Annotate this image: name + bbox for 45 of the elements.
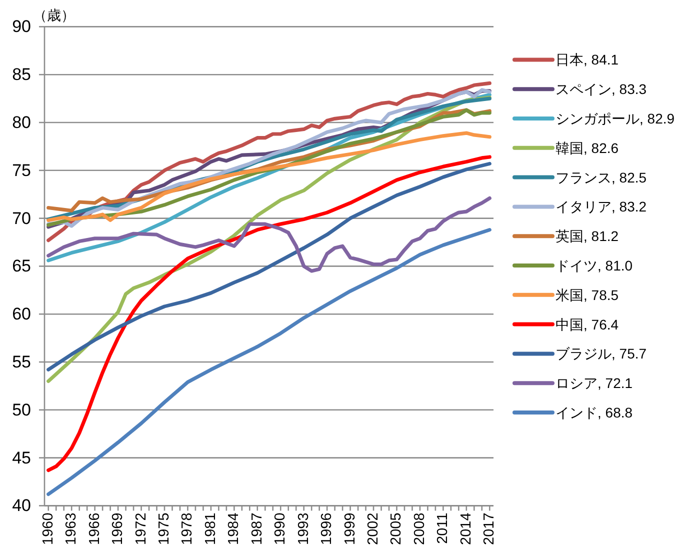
legend-label: 中国, 76.4 <box>556 316 619 332</box>
legend-label: シンガポール, 82.9 <box>556 110 675 126</box>
x-tick-label: 2017 <box>482 512 498 545</box>
legend-label: ロシア, 72.1 <box>556 375 633 392</box>
y-tick-label: 65 <box>12 256 31 276</box>
legend-label: 日本, 84.1 <box>556 52 619 68</box>
x-tick-label: 1972 <box>133 512 150 545</box>
y-axis-title: （歳） <box>33 7 75 23</box>
x-tick-label: 2008 <box>412 512 428 545</box>
legend-label: フランス, 82.5 <box>556 169 647 186</box>
y-tick-label: 40 <box>12 496 31 516</box>
x-tick-label: 1987 <box>249 512 266 545</box>
legend-label: 米国, 78.5 <box>556 286 619 303</box>
x-tick-label: 1963 <box>64 512 80 545</box>
x-tick-label: 1960 <box>40 512 56 545</box>
x-tick-label: 1984 <box>226 512 242 545</box>
y-tick-label: 85 <box>12 65 31 84</box>
x-tick-label: 1996 <box>319 512 336 545</box>
x-tick-label: 1981 <box>202 512 219 545</box>
y-tick-label: 70 <box>12 208 31 228</box>
legend-label: スペイン, 83.3 <box>556 81 647 98</box>
x-tick-label: 1999 <box>342 512 358 545</box>
x-tick-label: 1978 <box>180 512 196 545</box>
y-tick-label: 55 <box>12 352 31 372</box>
x-tick-label: 1990 <box>272 512 289 545</box>
x-tick-label: 1966 <box>86 512 103 545</box>
x-tick-label: 2014 <box>458 512 474 545</box>
legend-label: ドイツ, 81.0 <box>556 258 633 274</box>
legend-label: 英国, 81.2 <box>556 228 619 244</box>
x-tick-label: 2002 <box>366 512 382 545</box>
legend-label: インド, 68.8 <box>556 404 633 420</box>
x-tick-label: 2011 <box>435 512 452 544</box>
x-tick-label: 1993 <box>296 512 312 545</box>
legend-label: イタリア, 83.2 <box>556 198 647 215</box>
y-tick-label: 60 <box>12 304 31 324</box>
y-tick-label: 80 <box>12 113 31 132</box>
legend-label: ブラジル, 75.7 <box>556 346 647 362</box>
legend-label: 韓国, 82.6 <box>556 140 619 156</box>
x-tick-label: 2005 <box>388 512 405 545</box>
y-tick-label: 75 <box>12 160 31 180</box>
y-tick-label: 90 <box>12 17 31 36</box>
y-tick-label: 50 <box>12 400 31 420</box>
y-tick-label: 45 <box>12 448 31 468</box>
x-tick-label: 1975 <box>156 512 172 545</box>
x-tick-label: 1969 <box>110 512 126 545</box>
